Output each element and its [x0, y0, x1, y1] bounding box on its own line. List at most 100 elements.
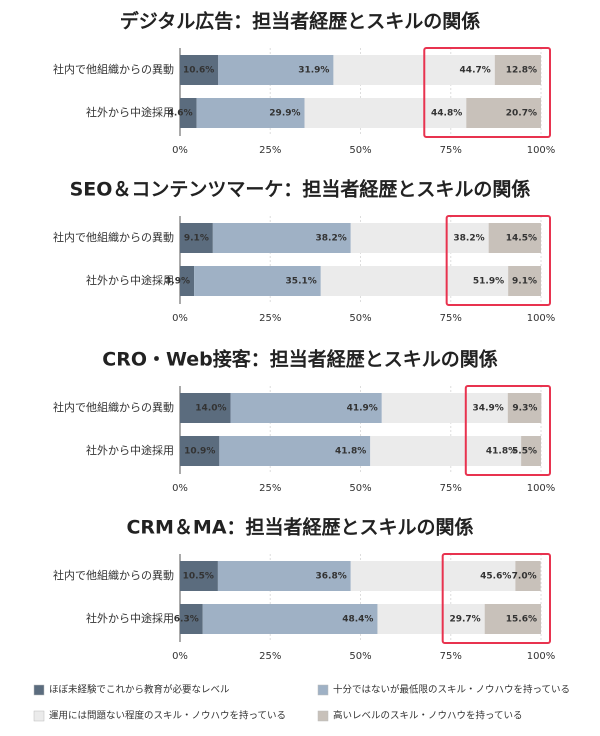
bar-segment [304, 98, 467, 128]
value-label: 9.1% [512, 277, 537, 287]
bar-segment [350, 561, 516, 591]
x-tick-label: 0% [172, 483, 188, 494]
category-label: 社外から中途採用 [86, 273, 174, 287]
legend-label: 高いレベルのスキル・ノウハウを持っている [333, 710, 523, 722]
highlight-box [423, 47, 552, 138]
bar-segment [194, 266, 321, 296]
x-tick-label: 0% [172, 145, 188, 156]
value-label: 9.1% [184, 234, 209, 244]
category-label: 社内で他組織からの異動 [53, 568, 174, 582]
x-tick-label: 25% [259, 651, 281, 662]
bar-segment [484, 604, 541, 634]
value-label: 10.9% [184, 447, 215, 457]
x-tick-label: 75% [440, 483, 462, 494]
bar-segment [320, 266, 509, 296]
value-label: 20.7% [506, 109, 537, 119]
legend-swatch [317, 684, 329, 696]
x-tick-label: 50% [349, 313, 371, 324]
bar-segment [218, 55, 334, 85]
chart-title: SEO＆コンテンツマーケ：担当者経歴とスキルの関係 [70, 178, 531, 201]
legend-label: 運用には問題ない程度のスキル・ノウハウを持っている [49, 710, 286, 722]
chart-title: デジタル広告：担当者経歴とスキルの関係 [120, 10, 481, 33]
category-label: 社内で他組織からの異動 [53, 230, 174, 244]
legend-label: ほぼ未経験でこれから教育が必要なレベル [49, 684, 230, 696]
category-label: 社外から中途採用 [86, 611, 174, 625]
value-label: 14.0% [195, 404, 226, 414]
value-label: 29.9% [269, 109, 300, 119]
x-tick-label: 75% [440, 145, 462, 156]
bar-segment [370, 436, 522, 466]
bar-segment [219, 436, 371, 466]
bar-segment [202, 604, 378, 634]
value-label: 45.6% [480, 572, 511, 582]
bar-segment [521, 436, 541, 466]
bar-segment [333, 55, 495, 85]
highlight-box [464, 385, 551, 476]
value-label: 12.8% [506, 66, 537, 76]
category-label: 社外から中途採用 [86, 105, 174, 119]
legend-label: 十分ではないが最低限のスキル・ノウハウを持っている [333, 684, 570, 696]
value-label: 3.9% [165, 277, 190, 287]
bar-segment [180, 266, 195, 296]
bar-segment [508, 266, 541, 296]
x-tick-label: 50% [349, 483, 371, 494]
bar-segment [230, 393, 382, 423]
value-label: 14.5% [506, 234, 537, 244]
bar-segment [196, 98, 305, 128]
value-label: 48.4% [342, 615, 373, 625]
category-label: 社内で他組織からの異動 [53, 62, 174, 76]
bar-segment [377, 604, 485, 634]
value-label: 41.8% [335, 447, 366, 457]
bar-segment [494, 55, 541, 85]
bar-segment [466, 98, 541, 128]
bar-segment [180, 98, 197, 128]
value-label: 34.9% [473, 404, 504, 414]
bar-segment [212, 223, 351, 253]
bar-segment [180, 561, 218, 591]
bar-segment [217, 561, 351, 591]
bar-segment [180, 436, 220, 466]
bar-segment [488, 223, 541, 253]
category-label: 社外から中途採用 [86, 443, 174, 457]
value-label: 15.6% [506, 615, 537, 625]
bar-segment [180, 393, 231, 423]
value-label: 38.2% [316, 234, 347, 244]
value-label: 7.0% [512, 572, 537, 582]
value-label: 41.9% [347, 404, 378, 414]
legend-swatch [33, 710, 45, 722]
bar-segment [515, 561, 541, 591]
chart-title: CRO・Web接客：担当者経歴とスキルの関係 [102, 348, 498, 371]
legend-swatch [33, 684, 45, 696]
x-tick-label: 0% [172, 313, 188, 324]
value-label: 10.6% [183, 66, 214, 76]
bar-segment [350, 223, 489, 253]
x-tick-label: 100% [527, 483, 556, 494]
value-label: 29.7% [449, 615, 480, 625]
x-tick-label: 100% [527, 651, 556, 662]
x-tick-label: 100% [527, 313, 556, 324]
bar-segment [507, 393, 542, 423]
x-tick-label: 50% [349, 145, 371, 156]
x-tick-label: 100% [527, 145, 556, 156]
x-tick-label: 25% [259, 313, 281, 324]
value-label: 41.8% [486, 447, 517, 457]
bar-segment [180, 223, 213, 253]
value-label: 35.1% [286, 277, 317, 287]
value-label: 10.5% [183, 572, 214, 582]
highlight-box [445, 215, 551, 306]
x-tick-label: 25% [259, 145, 281, 156]
bar-segment [381, 393, 508, 423]
x-tick-label: 25% [259, 483, 281, 494]
value-label: 44.8% [431, 109, 462, 119]
value-label: 51.9% [473, 277, 504, 287]
x-tick-label: 0% [172, 651, 188, 662]
value-label: 9.3% [512, 404, 537, 414]
value-label: 6.3% [174, 615, 199, 625]
x-tick-label: 75% [440, 313, 462, 324]
value-label: 4.6% [168, 109, 193, 119]
highlight-box [441, 553, 551, 644]
value-label: 38.2% [453, 234, 484, 244]
x-tick-label: 50% [349, 651, 371, 662]
